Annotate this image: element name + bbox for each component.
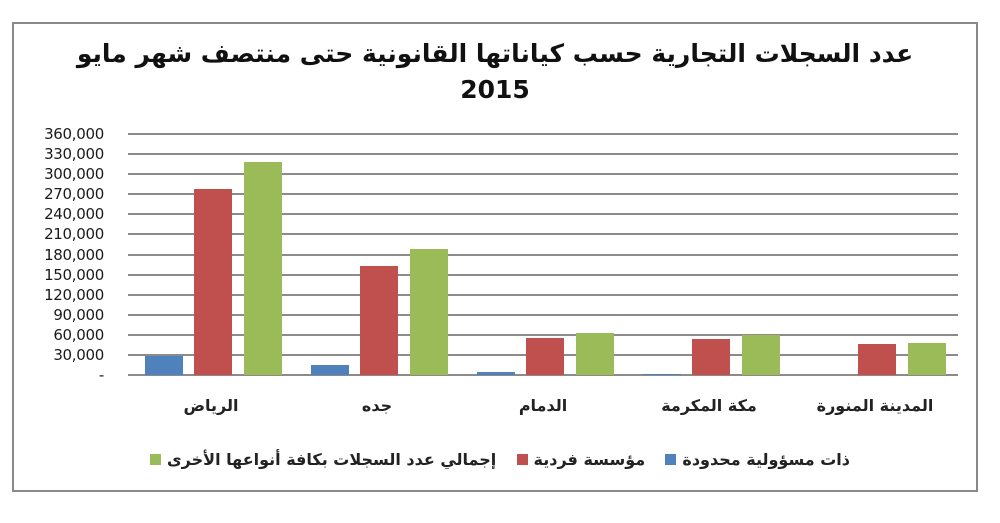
y-tick-label: 240,000 [44, 205, 104, 224]
bar [145, 356, 183, 375]
gridline [128, 193, 958, 196]
bar [526, 337, 564, 375]
x-tick-label: الدمام [518, 396, 568, 415]
y-tick-label: 360,000 [44, 125, 104, 143]
legend: إجمالي عدد السجلات بكافة أنواعها الأخرى م… [150, 447, 850, 471]
legend-swatch-icon [665, 453, 677, 465]
gridline [128, 133, 958, 135]
gridline [128, 213, 958, 216]
gridline [128, 374, 958, 376]
y-tick-label: - [98, 366, 104, 384]
chart-title-text: عدد السجلات التجارية حسب كياناتها القانو… [76, 39, 914, 68]
gridline [128, 233, 958, 236]
bar [194, 189, 232, 375]
legend-label: مؤسسة فردية [533, 449, 646, 469]
chart-subtitle: 2015 [460, 75, 530, 104]
bar [643, 373, 681, 375]
x-tick-label: مكة المكرمة [661, 396, 757, 415]
y-tick-label: 330,000 [44, 145, 104, 164]
y-tick-label: 150,000 [44, 265, 104, 284]
legend-item: مؤسسة فردية [516, 449, 646, 469]
gridline [128, 153, 958, 156]
gridline [128, 273, 958, 276]
y-tick-label: 30,000 [53, 345, 104, 364]
legend-item: ذات مسؤولية محدودة [665, 450, 850, 469]
legend-label: ذات مسؤولية محدودة [682, 449, 850, 469]
bar [692, 338, 730, 375]
y-tick-label: 90,000 [53, 305, 104, 324]
chart-frame [12, 22, 978, 492]
bar [410, 249, 448, 375]
chart-title: عدد السجلات التجارية حسب كياناتها القانو… [12, 36, 978, 108]
bar [742, 334, 780, 375]
gridline [128, 293, 958, 296]
legend-swatch-icon [516, 453, 528, 465]
y-tick-label: 60,000 [53, 325, 104, 344]
legend-label: إجمالي عدد السجلات بكافة أنواعها الأخرى [167, 449, 497, 469]
y-tick-label: 300,000 [44, 165, 104, 184]
legend-swatch-icon [150, 453, 162, 465]
bar [244, 162, 282, 375]
gridline [128, 333, 958, 336]
y-tick-label: 270,000 [44, 185, 104, 204]
bar [360, 265, 398, 375]
bar [576, 332, 614, 375]
legend-item: إجمالي عدد السجلات بكافة أنواعها الأخرى [150, 450, 496, 469]
bar [908, 342, 946, 375]
plot-area [128, 133, 958, 376]
gridline [128, 313, 958, 316]
x-tick-label: المدينة المنورة [816, 396, 934, 415]
x-tick-label: الرياض [183, 396, 239, 415]
y-tick-label: 180,000 [44, 245, 104, 264]
gridline [128, 253, 958, 256]
x-tick-label: جده [361, 396, 393, 415]
bar [477, 371, 515, 375]
y-tick-label: 210,000 [44, 225, 104, 244]
gridline [128, 173, 958, 176]
y-tick-label: 120,000 [44, 285, 104, 304]
bar [858, 343, 896, 375]
bar [311, 364, 349, 375]
